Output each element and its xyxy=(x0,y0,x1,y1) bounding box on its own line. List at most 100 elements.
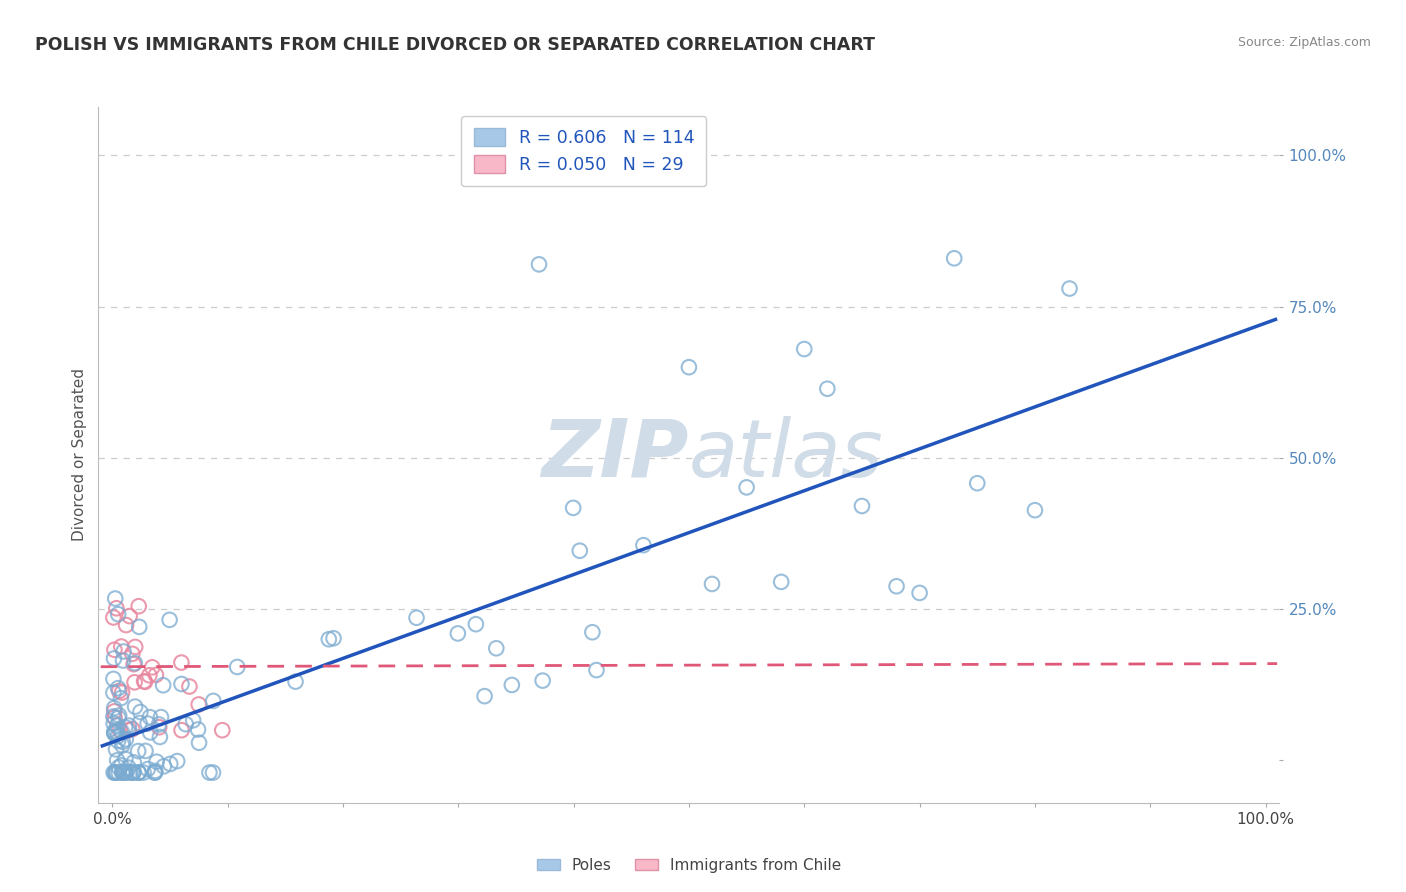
Point xyxy=(405,611,427,625)
Point xyxy=(485,641,508,656)
Point xyxy=(111,725,134,739)
Point xyxy=(138,668,160,682)
Point xyxy=(112,654,135,668)
Point xyxy=(1024,503,1046,517)
Point xyxy=(124,640,146,654)
Point xyxy=(104,765,127,780)
Point xyxy=(105,601,128,615)
Point xyxy=(105,753,128,767)
Point xyxy=(793,342,815,356)
Point xyxy=(114,752,136,766)
Point xyxy=(159,756,181,771)
Point xyxy=(148,720,170,734)
Point xyxy=(121,765,143,780)
Point xyxy=(103,686,125,700)
Point xyxy=(139,725,162,739)
Point xyxy=(114,765,136,780)
Point xyxy=(105,718,128,732)
Point xyxy=(108,684,131,698)
Point xyxy=(202,694,225,708)
Point xyxy=(124,675,146,690)
Point xyxy=(149,710,172,724)
Y-axis label: Divorced or Separated: Divorced or Separated xyxy=(72,368,87,541)
Point xyxy=(770,574,793,589)
Point xyxy=(107,760,129,774)
Point xyxy=(464,617,486,632)
Point xyxy=(501,678,523,692)
Point xyxy=(908,586,931,600)
Text: Source: ZipAtlas.com: Source: ZipAtlas.com xyxy=(1237,36,1371,49)
Point xyxy=(105,724,128,739)
Point xyxy=(105,765,128,780)
Point xyxy=(145,668,167,682)
Point xyxy=(117,761,139,775)
Point xyxy=(107,765,129,780)
Point xyxy=(115,618,138,632)
Point xyxy=(145,755,167,769)
Point xyxy=(886,579,908,593)
Point xyxy=(112,765,135,780)
Point xyxy=(966,476,988,491)
Point xyxy=(152,678,174,692)
Point xyxy=(103,709,125,723)
Point xyxy=(134,674,156,689)
Point xyxy=(111,765,134,780)
Point xyxy=(122,765,145,780)
Point xyxy=(128,599,150,614)
Point xyxy=(105,742,128,756)
Point xyxy=(111,765,134,780)
Point xyxy=(108,723,131,738)
Point xyxy=(128,765,150,780)
Point xyxy=(111,735,134,749)
Point xyxy=(1059,281,1081,295)
Point xyxy=(179,680,201,694)
Point xyxy=(149,730,172,744)
Point xyxy=(181,713,204,727)
Point xyxy=(111,685,134,699)
Text: atlas: atlas xyxy=(689,416,884,494)
Point xyxy=(103,705,125,719)
Point xyxy=(124,656,146,670)
Point xyxy=(112,644,135,658)
Point xyxy=(188,736,211,750)
Point xyxy=(851,499,873,513)
Point xyxy=(143,765,166,780)
Point xyxy=(124,699,146,714)
Point xyxy=(122,657,145,672)
Point xyxy=(103,727,125,741)
Point xyxy=(815,382,838,396)
Point xyxy=(531,673,554,688)
Point xyxy=(284,674,307,689)
Point xyxy=(110,758,132,772)
Point xyxy=(114,732,136,747)
Point xyxy=(104,765,127,780)
Point xyxy=(568,543,591,558)
Point xyxy=(132,765,155,780)
Point xyxy=(562,500,585,515)
Point xyxy=(159,613,181,627)
Point xyxy=(115,765,138,780)
Point xyxy=(107,729,129,743)
Point xyxy=(118,723,141,738)
Text: POLISH VS IMMIGRANTS FROM CHILE DIVORCED OR SEPARATED CORRELATION CHART: POLISH VS IMMIGRANTS FROM CHILE DIVORCED… xyxy=(35,36,875,54)
Point xyxy=(107,681,129,695)
Point xyxy=(103,701,125,715)
Point xyxy=(118,609,141,624)
Text: ZIP: ZIP xyxy=(541,416,689,494)
Point xyxy=(103,725,125,739)
Point xyxy=(127,744,149,758)
Point xyxy=(581,625,603,640)
Point xyxy=(108,708,131,723)
Point xyxy=(136,762,159,776)
Point xyxy=(128,765,150,780)
Point xyxy=(198,765,221,780)
Point xyxy=(143,764,166,778)
Point xyxy=(170,677,193,691)
Point xyxy=(103,725,125,739)
Point xyxy=(103,716,125,731)
Point xyxy=(211,723,233,738)
Legend: Poles, Immigrants from Chile: Poles, Immigrants from Chile xyxy=(530,852,848,879)
Point xyxy=(111,739,134,753)
Point xyxy=(136,716,159,731)
Point xyxy=(527,257,550,271)
